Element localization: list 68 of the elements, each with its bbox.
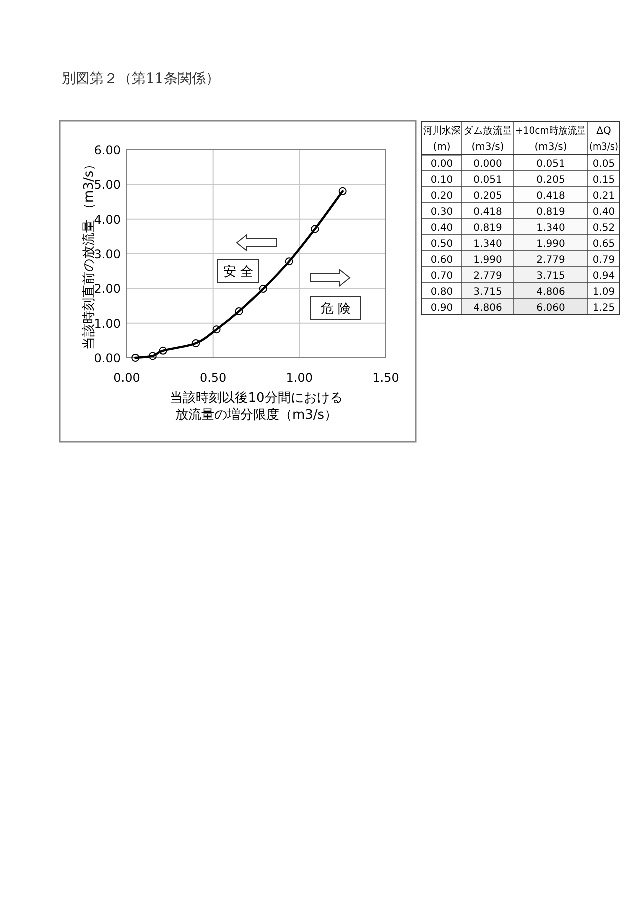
data-label: 0.205 [474,191,502,202]
y-tick-label: 5.00 [94,178,121,192]
data-label: 0.051 [536,159,566,170]
chart-title: 別図第２（第11条関係） [62,71,220,87]
data-label: 0.051 [474,175,502,186]
y-tick-label: 0.60 [430,255,454,266]
point [338,187,347,196]
data-label: 0.52 [592,223,616,234]
y-tick-label: 0.80 [430,287,454,298]
y-tick-label: 1.00 [94,316,121,331]
y-tick-label: 0.00 [430,159,454,170]
data-label: 0.21 [592,191,616,202]
data-label: 0.819 [536,207,566,218]
y-tick-label: 0.40 [430,223,454,234]
x-tick-label: 1.50 [372,371,400,385]
point [212,326,221,334]
x-tick-label: 0.00 [114,371,140,385]
data-label: 2.779 [474,271,502,282]
data-label: 2.779 [536,255,566,266]
data-label: 0.819 [474,223,502,234]
point [235,308,244,316]
data-label: 3.715 [536,271,566,282]
data-label: 0.79 [592,255,616,266]
y-tick-label: 0.10 [430,175,454,186]
data-label: 1.340 [474,239,502,250]
data-label: 3.715 [474,287,502,298]
y-tick-label: 2.00 [94,282,121,296]
data-label: 0.40 [592,207,616,218]
y-tick-label: 6.00 [94,144,121,158]
y-tick-label: 0.30 [430,207,454,218]
x-tick-label: ΔQ(m3/s) [590,126,622,153]
data-label: 0.205 [536,175,566,186]
point [285,258,294,266]
point [148,352,157,360]
data-label: 4.806 [536,287,566,298]
data-label: 6.060 [536,303,566,314]
y-tick-label: 0.70 [430,271,454,282]
data-label: 0.05 [592,159,616,170]
annotation: 危 険 [320,302,352,317]
data-label: 1.990 [536,239,566,250]
data-label: 1.09 [592,287,616,298]
y-tick-label: 4.00 [94,212,121,227]
y-tick-label: 0.50 [430,239,454,250]
y-tick-label: 0.20 [430,191,454,202]
data-label: 0.418 [536,191,566,202]
x-axis-title: 当該時刻以後10分間における放流量の増分限度（m3/s） [170,390,343,423]
data-label: 1.990 [474,255,502,266]
point [132,354,140,362]
y-tick-label: 0.00 [94,352,121,366]
data-label: 0.15 [592,175,616,186]
point [259,285,268,294]
data-label: 1.25 [592,303,616,314]
y-tick-label: 0.90 [430,303,454,314]
data-label: 4.806 [474,303,502,314]
data-label: 0.94 [592,271,616,282]
x-tick-label: 1.00 [286,371,314,385]
data-label: 0.000 [474,159,502,170]
data-label: 0.418 [474,207,502,218]
data-label: 1.340 [536,223,566,234]
annotation: 安 全 [223,264,254,280]
point [192,340,200,348]
x-tick-label: ダム放流量(m3/s) [464,125,514,153]
y-tick-label: 3.00 [94,248,121,262]
x-tick-label: 0.50 [200,371,227,385]
point [159,346,168,355]
point [311,225,320,234]
y-axis-title: 河川水深(m) [424,125,464,153]
data-label: 0.65 [592,239,616,250]
